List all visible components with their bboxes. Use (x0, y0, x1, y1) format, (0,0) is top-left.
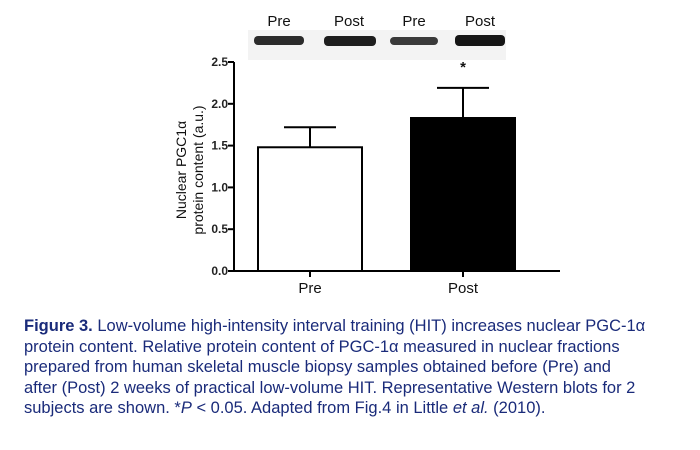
y-axis-title-line2: protein content (a.u.) (190, 105, 206, 234)
x-tick-label: Pre (298, 280, 321, 297)
p-value-symbol: P (180, 399, 192, 417)
bars: Pre Post * (257, 59, 516, 297)
blot-lane-label: Post (465, 13, 496, 30)
blot-lane-label: Post (334, 13, 365, 30)
caption-text: < 0.05. Adapted from Fig.4 in Little (191, 399, 453, 417)
caption-text: (2010). (488, 399, 546, 417)
x-tick-label: Post (448, 280, 479, 297)
western-blot-image (248, 30, 506, 60)
bar (257, 146, 363, 272)
figure: Pre Post Pre Post Nuclear PGC1α protein … (173, 13, 560, 297)
caption-line: protein content. Relative protein conten… (24, 337, 620, 356)
blot-lane-label: Pre (402, 13, 425, 30)
significance-marker: * (460, 59, 466, 76)
figure-number: Figure 3. (24, 317, 93, 335)
caption-line: subjects are shown. *P < 0.05. Adapted f… (24, 398, 684, 419)
caption-line: after (Post) 2 weeks of practical low-vo… (24, 378, 636, 397)
figure-caption: Figure 3. Low-volume high-intensity inte… (24, 316, 684, 419)
caption-line: prepared from human skeletal muscle biop… (24, 358, 611, 376)
y-axis-title-line1: Nuclear PGC1α (173, 121, 189, 219)
y-tick-label: 0.0 (211, 264, 228, 278)
y-tick-label: 1.5 (211, 139, 228, 153)
caption-text: subjects are shown. * (24, 399, 181, 417)
bar (410, 117, 516, 273)
et-al: et al. (452, 399, 489, 417)
y-tick-label: 0.5 (211, 222, 228, 236)
y-tick-label: 2.0 (211, 97, 228, 111)
caption-line: Figure 3. Low-volume high-intensity inte… (24, 316, 684, 337)
y-tick-label: 2.5 (211, 55, 228, 69)
caption-text: Low-volume high-intensity interval train… (97, 317, 646, 335)
y-axis-title: Nuclear PGC1α protein content (a.u.) (173, 105, 206, 234)
y-tick-label: 1.0 (211, 180, 228, 194)
blot-lane-label: Pre (267, 13, 290, 30)
y-ticks: 0.0 0.5 1.0 1.5 2.0 2.5 (211, 55, 234, 278)
